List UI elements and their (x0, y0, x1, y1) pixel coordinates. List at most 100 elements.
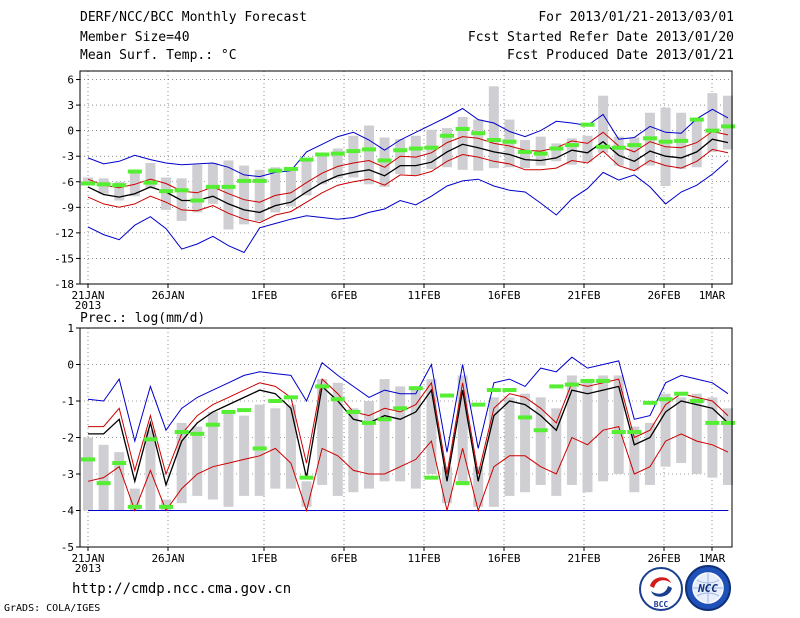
spread-box (723, 95, 733, 150)
y-tick-label: -2 (61, 432, 74, 445)
observed-marker (174, 188, 189, 193)
spread-box (566, 138, 577, 165)
spread-box (285, 404, 296, 489)
spread-box (582, 379, 593, 493)
x-tick-label: 1FEB (251, 552, 278, 565)
spread-box (707, 397, 718, 478)
spread-box (239, 415, 250, 496)
observed-marker (393, 406, 408, 411)
observed-marker (81, 457, 95, 462)
spread-box (348, 135, 359, 178)
x-tick-label: 1MAR (699, 289, 726, 302)
spread-box (613, 136, 624, 166)
observed-marker (330, 151, 345, 156)
observed-marker (221, 409, 236, 414)
x-tick-label: 6FEB (331, 552, 358, 565)
observed-marker (237, 178, 252, 183)
observed-marker (268, 399, 283, 403)
spread-line (88, 378, 729, 476)
spread-box (457, 117, 468, 170)
spread-box (473, 119, 484, 171)
bcc-logo-swirl-red (650, 577, 671, 588)
x-tick-label: 21JAN (71, 552, 104, 565)
spread-box (410, 386, 421, 489)
header-variable: Mean Surf. Temp.: °C (80, 48, 237, 63)
spread-box (488, 86, 499, 169)
spread-box (660, 393, 671, 467)
header-produced-date: Fcst Produced Date 2013/01/21 (507, 48, 734, 63)
observed-marker (424, 145, 439, 150)
footer-url[interactable]: http://cmdp.ncc.cma.gov.cn (72, 581, 292, 597)
observed-marker (190, 431, 205, 436)
x-tick-label: 21JAN (71, 289, 104, 302)
y-tick-label: -15 (54, 252, 74, 265)
observed-marker (361, 420, 376, 425)
x-tick-label: 16FEB (487, 552, 520, 565)
observed-marker (174, 430, 189, 435)
observed-marker (96, 481, 111, 486)
mean-line (88, 385, 729, 488)
observed-marker (518, 149, 533, 154)
x-tick-label: 21FEB (567, 552, 600, 565)
observed-marker (205, 184, 220, 189)
observed-marker (533, 151, 548, 156)
observed-marker (642, 400, 657, 405)
y-tick-label: -5 (61, 541, 74, 554)
observed-marker (674, 391, 689, 396)
plot-frame (79, 327, 733, 548)
spread-box (520, 140, 531, 169)
spread-box (348, 408, 359, 493)
ncc-logo-text: NCC (697, 582, 718, 595)
header-title: DERF/NCC/BCC Monthly Forecast (80, 10, 307, 25)
spread-box (504, 397, 515, 496)
observed-marker (96, 182, 111, 187)
observed-marker (283, 395, 298, 400)
x-tick-label: 11FEB (407, 552, 440, 565)
spread-box (535, 397, 546, 485)
spread-box (395, 386, 406, 482)
observed-marker (377, 158, 392, 163)
spread-box (176, 178, 187, 221)
observed-marker (127, 169, 142, 174)
observed-marker (315, 152, 330, 157)
spread-box (473, 466, 484, 507)
spread-box (613, 375, 624, 474)
spread-box (442, 128, 453, 168)
observed-marker (159, 504, 174, 509)
observed-marker (596, 144, 611, 149)
spread-box (145, 163, 156, 189)
observed-marker (190, 198, 205, 203)
observed-marker (143, 437, 158, 442)
observed-marker (221, 184, 236, 189)
spread-box (691, 393, 702, 474)
spread-box (207, 411, 218, 500)
observed-marker (471, 402, 486, 407)
observed-marker (502, 139, 517, 144)
x-tick-label: 26JAN (151, 552, 184, 565)
spread-box (83, 437, 93, 511)
x-tick-label: 26JAN (151, 289, 184, 302)
observed-marker (705, 128, 720, 133)
observed-marker (112, 461, 127, 466)
spread-box (723, 408, 733, 485)
bcc-logo-swirl-blue (651, 586, 672, 597)
y-tick-label: -1 (61, 395, 74, 408)
x-tick-label: 6FEB (331, 289, 358, 302)
spread-box (114, 452, 125, 511)
observed-marker (299, 475, 314, 480)
observed-marker (81, 181, 95, 186)
spread-line (87, 148, 729, 224)
spread-box (317, 154, 328, 185)
observed-marker (627, 143, 642, 148)
observed-marker (611, 145, 626, 150)
spread-box (223, 411, 234, 507)
spread-box (566, 375, 577, 485)
spread-box (488, 397, 499, 507)
observed-marker (455, 481, 470, 486)
spread-box (192, 426, 203, 496)
envelope-line (87, 160, 729, 254)
x-tick-label: 21FEB (567, 289, 600, 302)
observed-marker (424, 475, 439, 480)
precipitation-title: Prec.: log(mm/d) (80, 311, 205, 326)
